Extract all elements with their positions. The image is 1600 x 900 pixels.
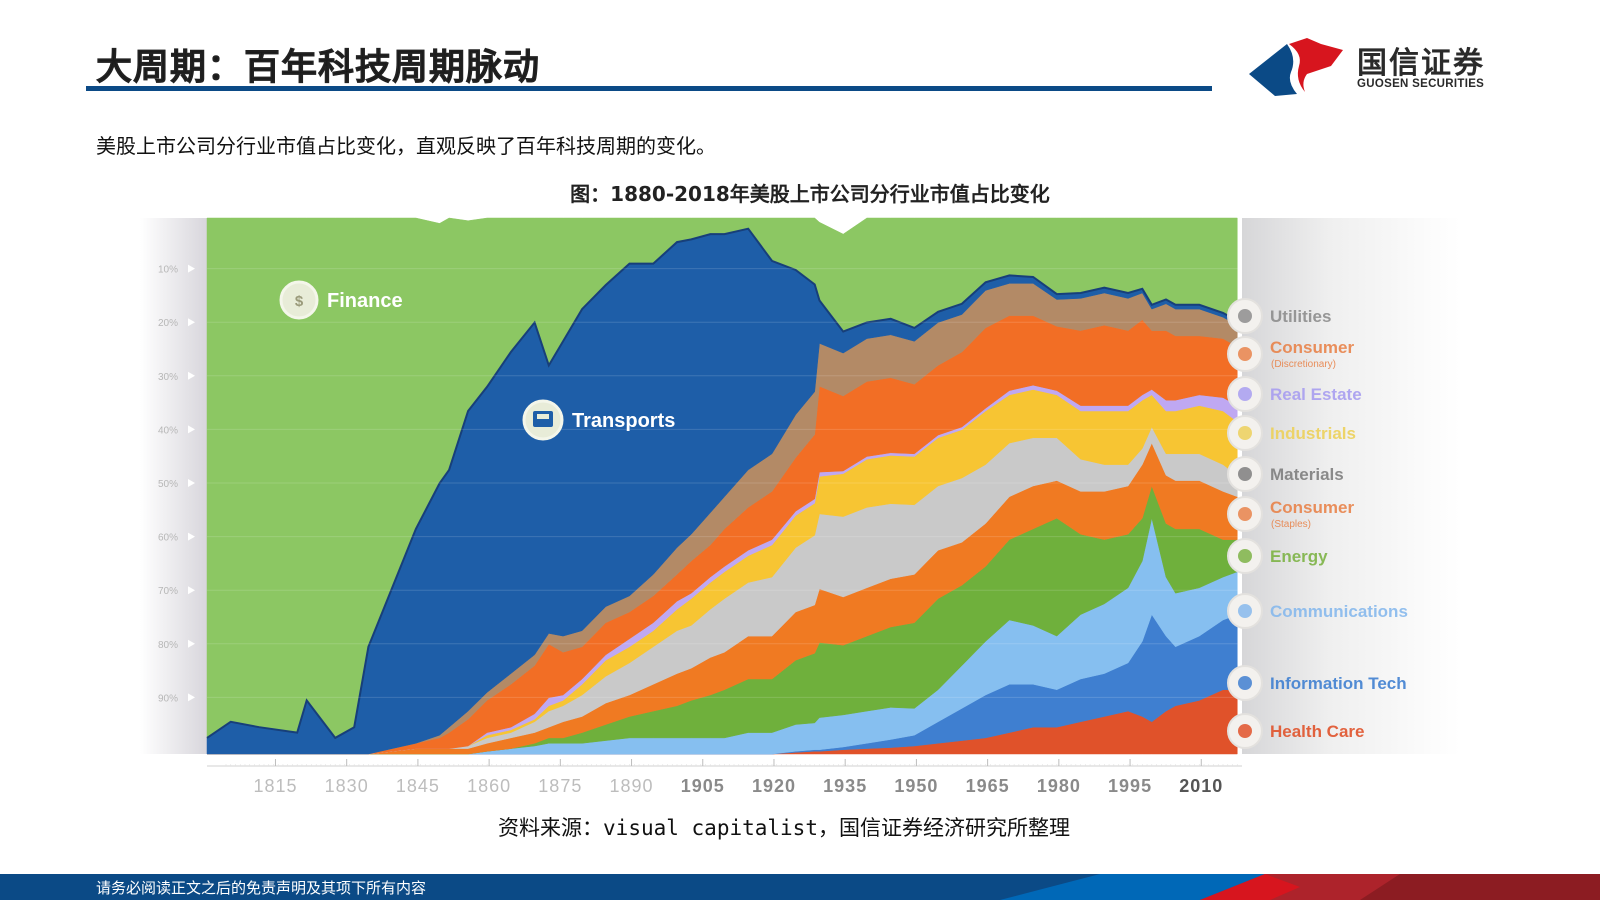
legend-label: Information Tech [1270, 674, 1407, 693]
money-bag-icon [279, 280, 319, 320]
annotation-label: Transports [572, 410, 675, 432]
x-tick-label: 1875 [538, 776, 582, 796]
legend-label: Consumer [1270, 498, 1354, 517]
x-tick-label: 1845 [396, 776, 440, 796]
chart-svg: 10% 20% 30% 40% 50% 60% 70% 80% 90% 1815 1830 1845… [140, 217, 1460, 796]
legend-item: Consumer (Staples) [1227, 496, 1354, 532]
figure-title-text: 图：1880-2018年美股上市公司分行业市值占比变化 [570, 182, 1050, 206]
y-tick-marker [188, 639, 195, 648]
legend-swatch [1238, 676, 1252, 690]
y-tick-marker [188, 479, 195, 487]
x-tick-label: 1950 [894, 776, 938, 796]
x-tick-label: 1815 [253, 776, 297, 796]
legend-label: Real Estate [1270, 385, 1362, 404]
y-tick-label: 90% [158, 693, 178, 704]
legend-swatch [1238, 309, 1252, 323]
x-tick-label: 1935 [823, 776, 867, 796]
y-tick-marker [188, 693, 195, 702]
legend-sublabel: (Staples) [1271, 519, 1311, 530]
page-title: 大周期：百年科技周期脉动 [96, 47, 541, 89]
legend-label: Materials [1270, 465, 1344, 484]
logo-mark-icon [1249, 38, 1343, 96]
y-tick-marker [188, 425, 195, 434]
stacked-area-chart: 10% 20% 30% 40% 50% 60% 70% 80% 90% 1815 1830 1845… [140, 214, 1460, 804]
x-tick-label: 1830 [325, 776, 369, 796]
y-axis: 10% 20% 30% 40% 50% 60% 70% 80% 90% [158, 264, 1242, 704]
figure-title: 图：1880-2018年美股上市公司分行业市值占比变化 [0, 178, 1600, 207]
x-tick-label: 1980 [1037, 776, 1081, 796]
logo-text-en: GUOSEN SECURITIES [1357, 78, 1485, 90]
logo-text-cn: 国信证券 [1357, 46, 1485, 81]
legend-item: Energy [1227, 538, 1328, 574]
subtitle: 美股上市公司分行业市值占比变化，直观反映了百年科技周期的变化。 [96, 134, 716, 158]
x-tick-label: 1860 [467, 776, 511, 796]
y-tick-label: 70% [158, 586, 178, 597]
y-tick-label: 10% [158, 265, 178, 276]
train-window [537, 414, 549, 419]
legend-swatch [1238, 387, 1252, 401]
x-tick-label: 2010 [1179, 776, 1223, 796]
legend-item: Information Tech [1227, 665, 1407, 701]
legend-sublabel: (Discretionary) [1271, 359, 1336, 370]
legend-swatch [1238, 507, 1252, 521]
legend-item: Consumer (Discretionary) [1227, 336, 1354, 372]
legend-swatch [1238, 467, 1252, 481]
legend-label: Energy [1270, 547, 1328, 566]
title-divider [86, 86, 1212, 91]
annotation-finance: Finance $ [279, 280, 403, 320]
legend-label: Utilities [1270, 307, 1331, 326]
footer-disclaimer: 请务必阅读正文之后的免责声明及其项下所有内容 [96, 879, 427, 897]
x-tick-label: 1920 [752, 776, 796, 796]
y-tick-label: 60% [158, 533, 178, 544]
dollar-glyph: $ [295, 293, 304, 310]
y-tick-label: 20% [158, 318, 178, 329]
legend-swatch [1238, 347, 1252, 361]
y-tick-marker [188, 371, 195, 380]
y-tick-label: 50% [158, 479, 178, 490]
transports-boundary-line [206, 227, 1238, 740]
x-tick-label: 1905 [681, 776, 725, 796]
legend-swatch [1238, 549, 1252, 563]
legend-label: Industrials [1270, 424, 1356, 443]
annotation-transports: Transports [522, 399, 675, 441]
source-text: 资料来源：visual capitalist，国信证券经济研究所整理 [498, 816, 1070, 840]
legend-swatch [1238, 604, 1252, 618]
legend-swatch [1238, 724, 1252, 738]
legend-item: Industrials [1227, 415, 1356, 451]
x-tick-label: 1965 [966, 776, 1010, 796]
y-tick-marker [188, 264, 195, 273]
area-layers [206, 217, 1238, 755]
legend-label: Communications [1270, 602, 1408, 621]
annotation-label: Finance [327, 290, 403, 312]
legend-swatch [1238, 426, 1252, 440]
y-tick-marker [188, 318, 195, 327]
footer-bar: 请务必阅读正文之后的免责声明及其项下所有内容 [0, 874, 1600, 900]
company-logo: 国信证券 GUOSEN SECURITIES [1245, 36, 1495, 100]
legend-item: Utilities [1227, 298, 1331, 334]
y-tick-label: 80% [158, 640, 178, 651]
annotations: Finance $ Transports [279, 280, 675, 441]
source-note: 资料来源：visual capitalist，国信证券经济研究所整理 [0, 812, 1600, 842]
legend-item: Materials [1227, 456, 1344, 492]
y-tick-label: 40% [158, 425, 178, 436]
footer-banner [0, 874, 1600, 900]
legend-panel [1242, 218, 1460, 754]
x-tick-label: 1995 [1108, 776, 1152, 796]
x-axis: 1815 1830 1845 1860 1875 1890 1905 1920 1935 1950… [207, 759, 1242, 796]
legend-label: Consumer [1270, 338, 1354, 357]
y-axis-panel [140, 218, 207, 754]
chart-legend: Utilities Consumer (Discretionary) Real Est… [1227, 298, 1408, 749]
y-tick-marker [188, 586, 195, 595]
legend-item: Real Estate [1227, 376, 1362, 412]
y-tick-marker [188, 532, 195, 541]
legend-item: Communications [1227, 593, 1408, 629]
x-tick-label: 1890 [610, 776, 654, 796]
legend-item: Health Care [1227, 713, 1364, 749]
legend-label: Health Care [1270, 722, 1364, 741]
y-tick-label: 30% [158, 372, 178, 383]
